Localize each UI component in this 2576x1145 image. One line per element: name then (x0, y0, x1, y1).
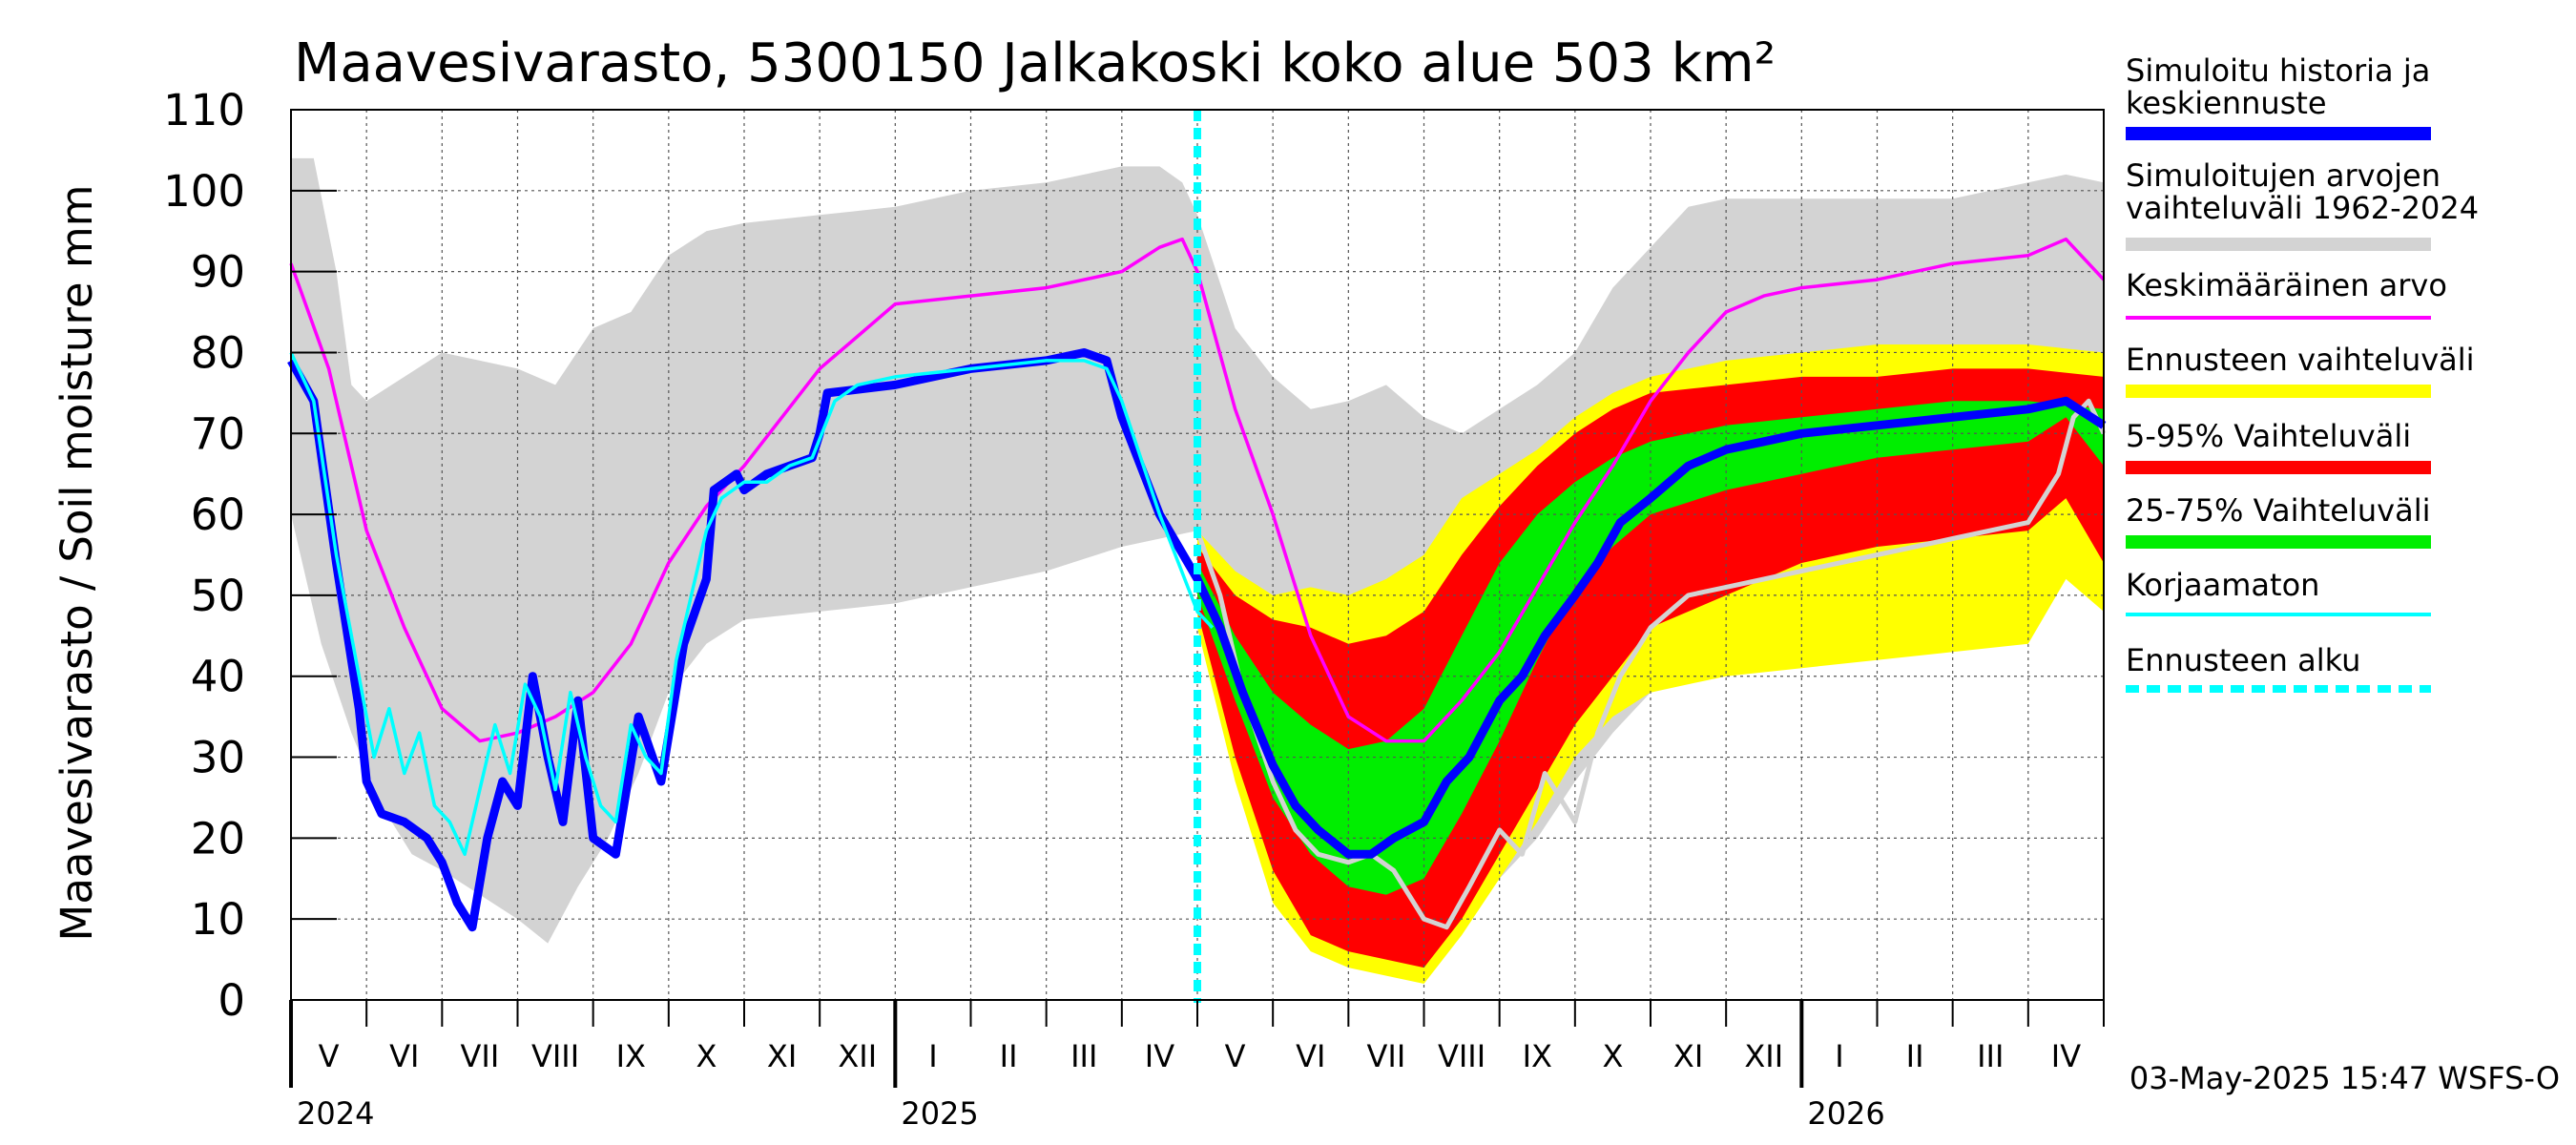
legend-label: Korjaamaton (2126, 567, 2319, 603)
month-label: V (1225, 1038, 1246, 1074)
legend-label: Ennusteen vaihteluväli (2126, 342, 2475, 378)
y-tick-label: 60 (191, 489, 245, 540)
y-tick-label: 110 (163, 85, 245, 135)
y-tick-label: 10 (191, 894, 245, 945)
month-label: VII (461, 1038, 500, 1074)
historical-range-band (291, 157, 2104, 944)
month-label: IV (1145, 1038, 1174, 1074)
month-label: XI (1673, 1038, 1703, 1074)
month-label: IV (2051, 1038, 2081, 1074)
legend-label: 5-95% Vaihteluväli (2126, 418, 2411, 454)
month-label: VIII (531, 1038, 579, 1074)
y-tick-label: 30 (191, 733, 245, 783)
month-label: I (928, 1038, 937, 1074)
month-label: VI (389, 1038, 419, 1074)
y-tick-label: 80 (191, 327, 245, 378)
y-tick-label: 40 (191, 652, 245, 702)
month-label: VIII (1438, 1038, 1485, 1074)
y-tick-label: 90 (191, 247, 245, 298)
y-tick-label: 70 (191, 408, 245, 459)
y-tick-label: 50 (191, 571, 245, 621)
chart-title: Maavesivarasto, 5300150 Jalkakoski koko … (294, 32, 1776, 94)
legend-label: Simuloitujen arvojen vaihteluväli 1962-20… (2126, 157, 2479, 226)
year-label: 2026 (1807, 1095, 1884, 1132)
uncorrected-line (289, 351, 1215, 857)
month-label: X (696, 1038, 717, 1074)
mean-line (289, 237, 2106, 743)
y-tick-label: 100 (163, 166, 245, 217)
line-layer (287, 110, 2107, 1003)
y-tick-label: 20 (191, 813, 245, 864)
y-tick-label: 0 (218, 975, 245, 1026)
month-label: III (1977, 1038, 2004, 1074)
month-label: XII (838, 1038, 877, 1074)
month-label: VII (1367, 1038, 1406, 1074)
month-label: II (1000, 1038, 1018, 1074)
legend-label: Keskimääräinen arvo (2126, 267, 2447, 303)
month-label: X (1602, 1038, 1623, 1074)
legend-label: Simuloitu historia ja keskiennuste (2126, 52, 2430, 121)
month-label: II (1906, 1038, 1924, 1074)
legend: Simuloitu historia ja keskiennuste Simuloi… (2126, 52, 2479, 693)
y-axis-label: Maavesivarasto / Soil moisture mm (52, 185, 102, 942)
month-label: I (1835, 1038, 1843, 1074)
month-label: IX (616, 1038, 646, 1074)
month-label: XII (1744, 1038, 1783, 1074)
grey-forecast-line (1195, 398, 2107, 930)
year-label: 2024 (297, 1095, 374, 1132)
month-label: V (319, 1038, 340, 1074)
legend-label: 25-75% Vaihteluväli (2126, 492, 2430, 529)
grid-layer (291, 110, 2104, 1000)
month-label: III (1070, 1038, 1097, 1074)
month-label: XI (767, 1038, 797, 1074)
legend-label: Ennusteen alku (2126, 642, 2360, 678)
month-label: IX (1523, 1038, 1552, 1074)
timestamp: 03-May-2025 15:47 WSFS-O (2129, 1060, 2560, 1096)
month-label: VI (1296, 1038, 1325, 1074)
year-label: 2025 (901, 1095, 978, 1132)
